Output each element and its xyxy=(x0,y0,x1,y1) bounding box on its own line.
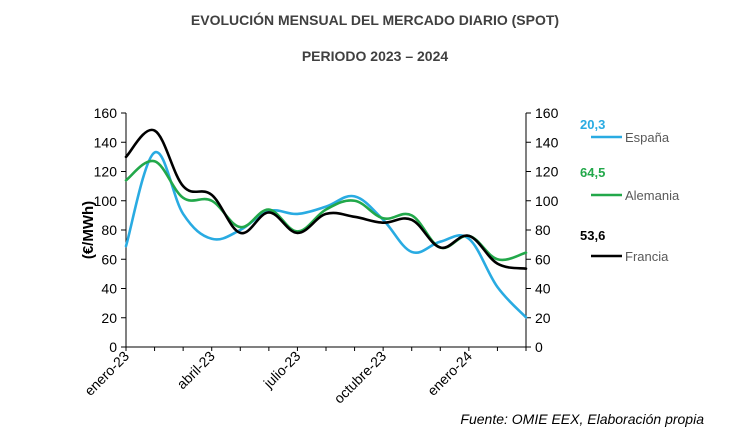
x-tick-label: julio-23 xyxy=(260,348,304,392)
chart-subtitle: PERIODO 2023 – 2024 xyxy=(301,48,449,64)
x-tick-label: enero-23 xyxy=(81,348,132,399)
labels: 20,3 España 64,5 Alemania 53,6 Francia xyxy=(580,117,680,264)
chart-title: EVOLUCIÓN MENSUAL DEL MERCADO DIARIO (SP… xyxy=(190,12,560,28)
x-tick-label: abril-23 xyxy=(173,348,217,392)
legend-label: Francia xyxy=(625,249,669,264)
y-tick-label-left: 120 xyxy=(94,164,118,180)
y-tick-label-right: 140 xyxy=(535,134,559,150)
y-tick-label-left: 40 xyxy=(101,281,117,297)
series-line-españa xyxy=(124,151,528,319)
y-tick-label-right: 0 xyxy=(535,339,543,355)
last-value-label: 20,3 xyxy=(580,117,605,132)
last-value-label: 64,5 xyxy=(580,165,605,180)
y-tick-label-left: 140 xyxy=(94,134,118,150)
y-tick-label-left: 60 xyxy=(101,251,117,267)
last-value-label: 53,6 xyxy=(580,228,605,243)
source-note: Fuente: OMIE EEX, Elaboración propia xyxy=(460,411,704,427)
series-line-alemania xyxy=(124,159,528,262)
y-tick-label-right: 80 xyxy=(535,222,551,238)
y-tick-label-left: 20 xyxy=(101,310,117,326)
y-tick-label-right: 160 xyxy=(535,105,559,121)
y-tick-label-left: 0 xyxy=(109,339,117,355)
y-tick-label-right: 60 xyxy=(535,251,551,267)
x-tick-label: enero-24 xyxy=(424,348,475,399)
series-lines xyxy=(124,128,528,319)
x-tick-label: octubre-23 xyxy=(331,348,390,407)
y-axis-title: (€/MWh) xyxy=(80,201,97,259)
axes: 0 0 20 20 40 40 60 60 80 80 100 100 120 120 140 140 160 1… xyxy=(80,105,559,406)
y-tick-label-right: 20 xyxy=(535,310,551,326)
series-line-francia xyxy=(124,128,528,270)
legend-label: Alemania xyxy=(625,188,680,203)
y-tick-label-left: 160 xyxy=(94,105,118,121)
y-tick-label-left: 100 xyxy=(94,193,118,209)
legend-label: España xyxy=(625,130,670,145)
y-tick-label-right: 120 xyxy=(535,164,559,180)
y-tick-label-right: 40 xyxy=(535,281,551,297)
y-tick-label-right: 100 xyxy=(535,193,559,209)
y-tick-label-left: 80 xyxy=(101,222,117,238)
